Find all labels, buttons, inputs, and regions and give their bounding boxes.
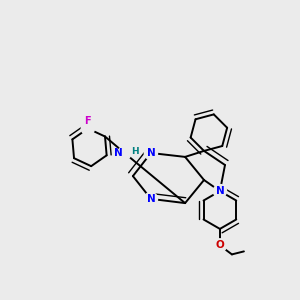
Circle shape [144,146,158,160]
Circle shape [213,239,226,252]
Text: O: O [215,240,224,250]
Text: H: H [131,147,139,156]
Circle shape [213,184,226,198]
Circle shape [118,146,131,160]
Text: N: N [215,186,224,196]
Text: N: N [146,148,155,158]
Text: F: F [85,116,91,125]
Circle shape [81,122,94,135]
Text: N: N [114,148,123,158]
Text: N: N [146,194,155,204]
Circle shape [144,192,158,206]
